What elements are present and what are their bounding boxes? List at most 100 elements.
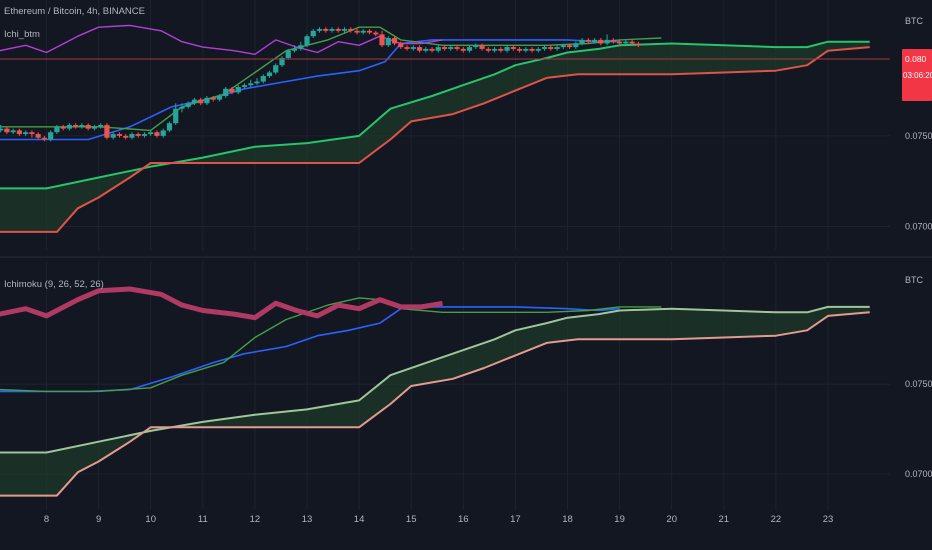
candle-body [623, 41, 629, 44]
top-candles[interactable] [0, 27, 641, 142]
candle-body [166, 123, 173, 131]
time-axis[interactable]: 8 9 10 11 12 13 14 15 16 17 18 19 20 21 22 23 [44, 514, 833, 525]
lagging-span [0, 286, 443, 321]
candle-body [398, 43, 404, 48]
candle-body [385, 38, 391, 46]
time-axis-label: 11 [198, 514, 208, 525]
candle-body [260, 76, 266, 82]
time-axis-label: 12 [250, 514, 261, 525]
candle-body [173, 108, 179, 124]
candle-body [4, 128, 10, 133]
kumo-cloud [0, 41, 870, 232]
candle-body [241, 85, 248, 87]
candle-body [160, 130, 166, 136]
time-axis-label: 17 [510, 514, 521, 525]
candle-body [185, 103, 191, 107]
candle-body [291, 48, 298, 51]
base-line [0, 26, 662, 132]
candle-body [448, 47, 454, 49]
candle-body [329, 28, 335, 31]
candle-body [435, 47, 441, 51]
candle-body [85, 125, 91, 129]
top-pane[interactable]: Ethereum / Bitcoin, 4h, BINANCE Ichi_btm [0, 0, 890, 250]
candle-body [210, 97, 216, 100]
candle-body [204, 97, 210, 104]
candle-body [404, 47, 410, 49]
candle-body [554, 47, 560, 49]
bottom-price-axis[interactable]: BTC 0.075000 0.070000 [905, 275, 932, 479]
leading-span-b [0, 46, 870, 233]
candle-body [429, 48, 435, 51]
candle-body [129, 134, 135, 138]
candle-body [191, 99, 198, 104]
candle-body [629, 41, 635, 44]
candle-body [485, 48, 491, 51]
candle-body [348, 28, 354, 31]
candle-body [41, 137, 48, 140]
leading-span-a [0, 40, 870, 190]
top-axis-unit: BTC [905, 16, 924, 26]
candle-body [516, 48, 523, 51]
time-axis-label: 20 [666, 514, 677, 525]
candle-body [479, 45, 485, 49]
candle-body [16, 130, 23, 135]
candle-body [423, 48, 429, 51]
candle-body [460, 48, 466, 51]
candle-body [504, 47, 510, 51]
candle-body [379, 34, 385, 46]
candle-body [0, 128, 4, 131]
candle-body [604, 39, 610, 44]
bottom-cloud [0, 306, 870, 496]
candle-body [60, 126, 66, 129]
candle-body [248, 83, 254, 86]
candle-body [110, 134, 116, 138]
candle-body [229, 88, 235, 93]
candle-body [304, 36, 310, 46]
candle-body [354, 30, 360, 33]
time-axis-label: 16 [458, 514, 469, 525]
candle-body [510, 47, 516, 49]
candle-body [335, 28, 341, 31]
candle-body [54, 126, 60, 133]
candle-body [235, 86, 241, 93]
candle-body [123, 135, 129, 138]
top-lines [0, 24, 870, 233]
candle-body [579, 39, 585, 44]
candle-body [73, 125, 79, 127]
candle-body [466, 47, 473, 51]
lagging-span [0, 24, 443, 55]
candle-body [566, 45, 573, 48]
candle-body [135, 134, 141, 136]
candle-body [79, 125, 85, 127]
time-axis-label: 9 [96, 514, 101, 525]
candle-body [10, 130, 16, 133]
candle-body [98, 125, 104, 127]
candle-body [373, 32, 379, 35]
candle-body [323, 28, 329, 31]
candle-body [266, 72, 273, 77]
last-price-value: 0.080 [905, 54, 927, 64]
candle-body [154, 132, 160, 136]
bottom-pane[interactable]: Ichimoku (9, 26, 52, 26) [0, 262, 890, 510]
time-axis-label: 23 [823, 514, 834, 525]
candle-body [573, 43, 579, 48]
candle-body [391, 38, 398, 44]
symbol-title: Ethereum / Bitcoin, 4h, BINANCE [4, 6, 145, 17]
top-price-axis[interactable]: BTC 0.075000 0.070000 0.080 03:06:20 [902, 16, 932, 231]
candle-body [66, 125, 73, 129]
time-axis-label: 21 [719, 514, 730, 525]
candle-body [148, 132, 154, 135]
candle-body [416, 47, 423, 51]
candle-body [254, 81, 260, 84]
candle-body [341, 28, 348, 31]
candle-body [473, 45, 479, 48]
top-indicator-label: Ichi_btm [4, 29, 40, 40]
candle-body [29, 132, 35, 135]
candle-body [529, 48, 535, 51]
candle-body [635, 43, 641, 46]
candle-body [441, 47, 448, 49]
candle-body [366, 30, 373, 33]
leading-span-a [0, 305, 870, 454]
